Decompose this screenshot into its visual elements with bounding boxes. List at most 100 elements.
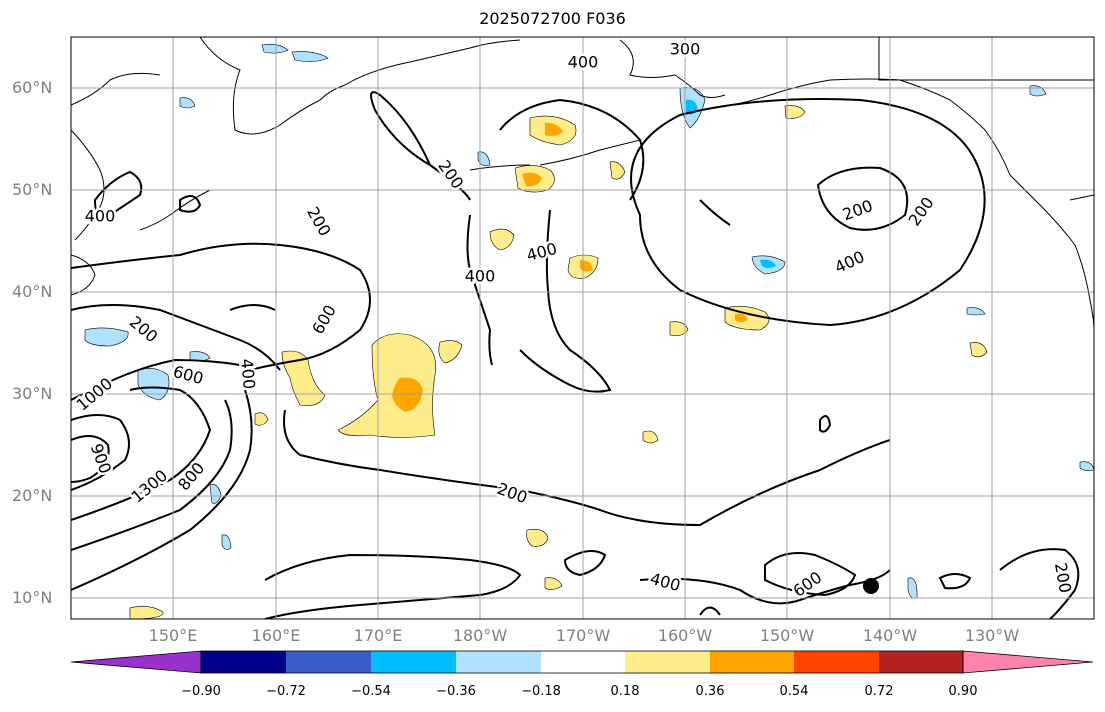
contour-line bbox=[639, 569, 891, 605]
colorbar-tick-label: −0.90 bbox=[181, 684, 221, 699]
graticule bbox=[71, 37, 1094, 619]
colorbar-segment bbox=[456, 651, 541, 673]
anomaly-patch bbox=[669, 321, 689, 337]
coastline-kuril bbox=[139, 189, 211, 231]
contour-line bbox=[370, 91, 471, 201]
anomaly-patch bbox=[969, 342, 988, 358]
colorbar-tick-label: 0.18 bbox=[610, 684, 640, 699]
anomaly-patch bbox=[760, 259, 776, 268]
anomaly-patch bbox=[642, 430, 659, 444]
contour-line bbox=[630, 98, 986, 327]
coastline-japan bbox=[71, 254, 96, 296]
contour-line bbox=[179, 195, 202, 213]
contour-layer bbox=[71, 91, 1080, 619]
anomaly-patch bbox=[261, 43, 289, 54]
contour-label: 400 bbox=[237, 358, 259, 390]
colorbar-segment bbox=[710, 651, 794, 673]
anomaly-patch bbox=[209, 484, 222, 504]
map-frame bbox=[70, 36, 1095, 620]
coastline-kamchatka bbox=[71, 72, 161, 241]
contour-line bbox=[71, 389, 253, 591]
coastline-alaska-west bbox=[619, 39, 726, 98]
contour-line bbox=[999, 548, 1080, 619]
anomaly-patch bbox=[522, 172, 542, 187]
colorbar-tick-label: −0.36 bbox=[436, 684, 476, 699]
contour-line bbox=[71, 386, 212, 521]
contour-line bbox=[71, 435, 110, 483]
map-title: 2025072700 F036 bbox=[479, 9, 626, 28]
colorbar-segment bbox=[371, 651, 456, 673]
anomaly-patch bbox=[291, 51, 329, 62]
anomaly-patch bbox=[526, 529, 549, 547]
contour-line bbox=[71, 242, 371, 371]
lat-label: 10°N bbox=[12, 588, 53, 607]
coastline-chukotka bbox=[344, 39, 521, 86]
anomaly-patch bbox=[254, 412, 269, 426]
lon-label: 180°W bbox=[452, 626, 508, 645]
contour-line bbox=[563, 550, 607, 577]
colorbar-segment bbox=[879, 651, 963, 673]
lon-label: 130°W bbox=[964, 626, 1020, 645]
lat-label: 50°N bbox=[12, 180, 53, 199]
anomaly-patch bbox=[609, 161, 626, 180]
anomaly-patch bbox=[179, 97, 196, 109]
lon-label: 170°E bbox=[353, 626, 403, 645]
colorbar-tick-label: 0.72 bbox=[864, 684, 894, 699]
lat-label: 40°N bbox=[12, 282, 53, 301]
colorbar-segment bbox=[286, 651, 371, 673]
anomaly-patch bbox=[221, 534, 232, 550]
contour-line bbox=[229, 304, 276, 311]
colorbar-tick-label: 0.90 bbox=[948, 684, 978, 699]
contour-label: 400 bbox=[465, 267, 496, 286]
colorbar-segment bbox=[541, 651, 625, 673]
colorbar-tick-label: 0.36 bbox=[695, 684, 725, 699]
contour-line bbox=[938, 573, 972, 590]
colorbar-segment bbox=[201, 651, 286, 673]
contour-line bbox=[819, 415, 832, 433]
colorbar bbox=[70, 650, 1094, 674]
contour-line bbox=[71, 358, 241, 401]
border-canada bbox=[878, 37, 1094, 201]
contour-line bbox=[816, 166, 909, 231]
lon-label: 160°W bbox=[657, 626, 713, 645]
lon-label: 140°W bbox=[862, 626, 918, 645]
contour-line bbox=[71, 399, 233, 551]
contour-line bbox=[71, 304, 281, 371]
coastline-alaska-south bbox=[699, 78, 1094, 331]
coastline-layer bbox=[71, 37, 1094, 331]
contour-line bbox=[699, 606, 721, 616]
anomaly-patch bbox=[784, 105, 806, 119]
contour-label: 400 bbox=[568, 53, 599, 72]
colorbar-outline bbox=[200, 650, 964, 674]
colorbar-tick-label: −0.54 bbox=[351, 684, 391, 699]
colorbar-tick-label: 0.54 bbox=[779, 684, 809, 699]
contour-label: 400 bbox=[85, 207, 116, 226]
contour-line bbox=[499, 98, 645, 201]
anomaly-patch bbox=[735, 313, 748, 322]
colorbar-segment bbox=[625, 651, 710, 673]
lon-label: 170°W bbox=[555, 626, 611, 645]
anomaly-patch bbox=[545, 122, 563, 136]
colorbar-extend-low bbox=[70, 650, 202, 674]
lat-label: 30°N bbox=[12, 384, 53, 403]
contour-line bbox=[71, 414, 130, 491]
lat-label: 60°N bbox=[12, 78, 53, 97]
lat-label: 20°N bbox=[12, 486, 53, 505]
contour-line bbox=[283, 409, 891, 527]
anomaly-patch bbox=[392, 377, 423, 412]
storm-center-marker bbox=[863, 578, 879, 594]
anomaly-patch bbox=[489, 228, 515, 251]
lon-label: 160°E bbox=[251, 626, 301, 645]
anomaly-patch bbox=[544, 577, 563, 590]
colorbar-tick-label: −0.72 bbox=[266, 684, 306, 699]
lon-label: 150°W bbox=[759, 626, 815, 645]
anomaly-patch bbox=[966, 307, 986, 316]
contour-line bbox=[264, 553, 522, 619]
contour-line bbox=[519, 209, 612, 393]
anomaly-patch bbox=[84, 327, 129, 347]
anomaly-patch bbox=[438, 340, 463, 364]
anomaly-patch bbox=[337, 333, 437, 438]
coastline-aleutians bbox=[469, 139, 641, 171]
colorbar-extend-high bbox=[962, 650, 1094, 674]
